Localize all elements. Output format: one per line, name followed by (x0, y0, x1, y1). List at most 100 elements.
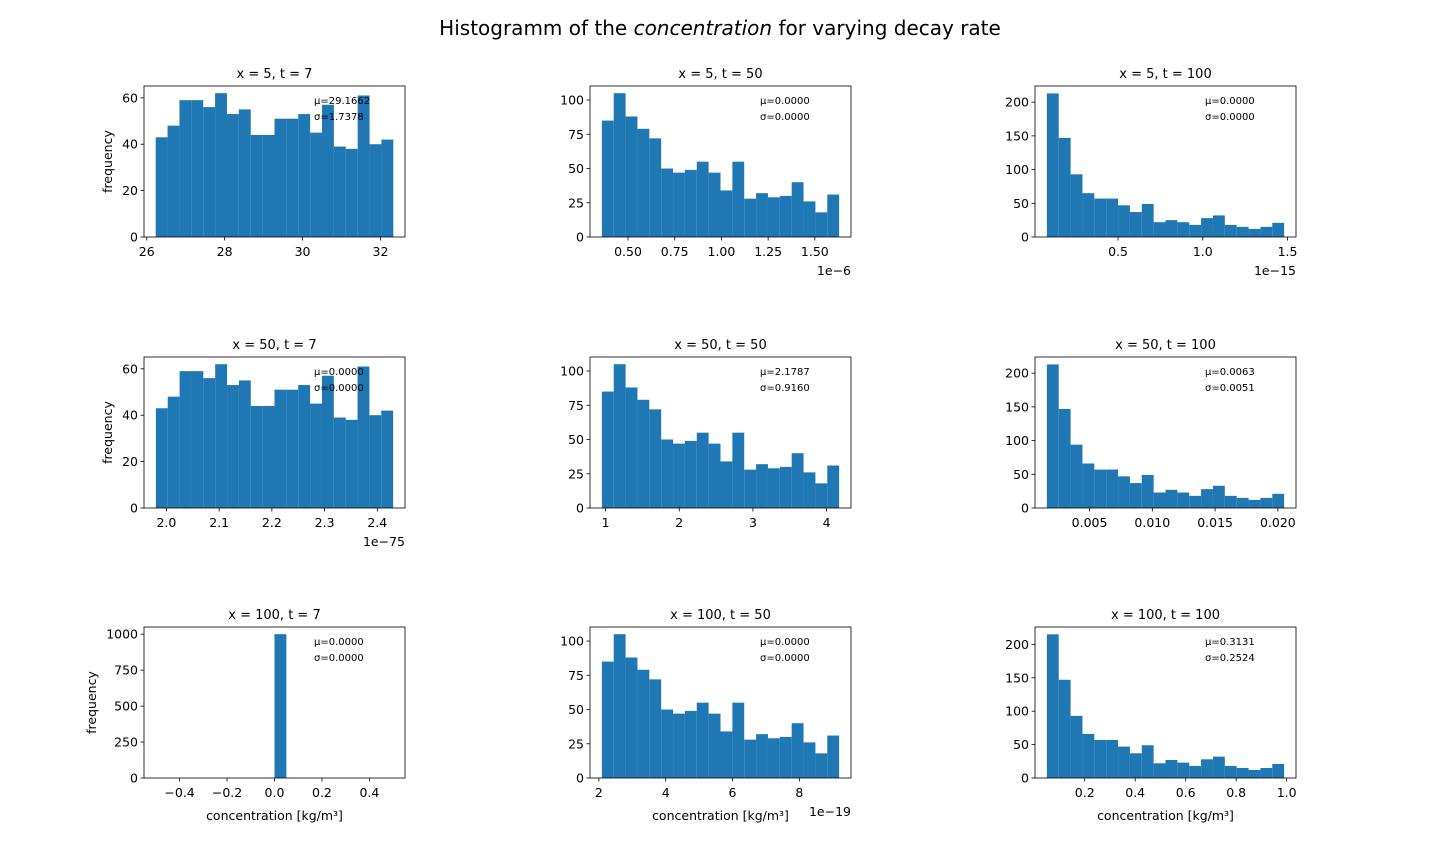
x-tick-label: 1 (602, 515, 610, 530)
y-tick-label: 25 (568, 736, 584, 751)
y-tick-label: 50 (568, 161, 584, 176)
bar (637, 669, 650, 778)
bar (179, 100, 192, 237)
bar (238, 380, 251, 508)
axes-frame (1034, 626, 1297, 779)
bar (1260, 767, 1273, 778)
bar (1189, 224, 1202, 237)
offset-text: 1e−6 (817, 263, 851, 278)
bar (767, 197, 780, 237)
annotation: σ=1.7378 (314, 112, 364, 123)
bar (1046, 634, 1059, 778)
subplot-title: x = 5, t = 7 (237, 67, 313, 82)
bar (345, 419, 358, 508)
bar (649, 679, 662, 778)
bar (708, 443, 721, 508)
x-tick-label: −0.2 (212, 785, 242, 800)
bar (1272, 222, 1285, 237)
bar (791, 723, 804, 778)
subplot-title: x = 5, t = 100 (1119, 67, 1211, 82)
x-tick-label: −0.4 (164, 785, 194, 800)
bar (673, 713, 685, 778)
x-tick-label: 0.020 (1260, 515, 1296, 530)
annotation: μ=0.0063 (1205, 367, 1255, 378)
axes-frame (589, 626, 852, 779)
bar (1094, 469, 1107, 508)
bar (779, 736, 792, 778)
bar (601, 120, 614, 237)
x-tick-label: 2 (595, 785, 603, 800)
y-tick-label: 100 (560, 634, 584, 649)
bar (298, 114, 311, 237)
bar (1046, 93, 1059, 237)
bar (357, 366, 370, 508)
bar (696, 161, 709, 237)
y-tick-label: 25 (568, 466, 584, 481)
bar (1272, 763, 1285, 778)
bar (250, 134, 263, 237)
annotation: μ=0.0000 (760, 637, 810, 648)
y-tick-label: 150 (1005, 670, 1029, 685)
x-axis-label: concentration [kg/m³] (652, 808, 789, 823)
bar (1260, 497, 1273, 508)
y-tick-label: 20 (122, 183, 138, 198)
bar (1165, 220, 1178, 237)
bar (215, 364, 228, 508)
y-tick-label: 75 (568, 668, 584, 683)
y-tick-label: 0 (576, 230, 584, 245)
annotation: μ=0.0000 (760, 96, 810, 107)
bar (1224, 495, 1237, 508)
bar (1224, 765, 1237, 778)
bar (756, 734, 768, 778)
bar (1165, 759, 1178, 778)
bar (1070, 174, 1083, 237)
bar (1070, 444, 1083, 508)
offset-text: 1e−75 (363, 534, 405, 549)
bar (601, 391, 614, 508)
bar (815, 212, 828, 237)
bar (262, 134, 275, 237)
bar (1094, 739, 1107, 778)
annotation: σ=0.2524 (1205, 653, 1255, 664)
y-axis-label: frequency (100, 130, 115, 193)
subplot-title: x = 100, t = 50 (670, 608, 771, 623)
bar (1082, 733, 1095, 778)
bar (1129, 753, 1142, 778)
y-tick-label: 50 (1013, 467, 1029, 482)
bar (827, 194, 840, 237)
bar (310, 403, 322, 508)
y-tick-label: 100 (560, 93, 584, 108)
bar (1118, 476, 1130, 508)
title-part: for varying decay rate (772, 16, 1001, 40)
x-tick-label: 1.00 (708, 244, 736, 259)
bar (613, 634, 626, 778)
bar (625, 657, 638, 778)
bar (1272, 493, 1285, 508)
annotation: σ=0.0000 (760, 653, 810, 664)
bar (203, 378, 216, 508)
figure-title: Histogramm of the concentration for vary… (439, 16, 1001, 40)
annotation: μ=2.1787 (760, 367, 810, 378)
bar (227, 385, 239, 508)
y-tick-label: 50 (568, 702, 584, 717)
bar (1141, 745, 1154, 778)
bar (613, 93, 626, 237)
bar (262, 405, 275, 508)
x-tick-label: 0.015 (1197, 515, 1233, 530)
bar (333, 146, 346, 237)
axes-frame (143, 356, 406, 509)
bar (661, 439, 674, 508)
bar (756, 464, 768, 508)
y-tick-label: 150 (1005, 128, 1029, 143)
bar (779, 466, 792, 508)
y-tick-label: 1000 (106, 627, 138, 642)
y-tick-label: 150 (1005, 399, 1029, 414)
x-tick-label: 2.1 (209, 515, 229, 530)
bar (369, 144, 382, 237)
x-tick-label: 0.8 (1226, 785, 1246, 800)
bar (286, 118, 299, 237)
y-axis-label: frequency (84, 671, 99, 734)
x-tick-label: 32 (373, 244, 389, 259)
bar (815, 753, 828, 778)
bar (684, 440, 697, 508)
